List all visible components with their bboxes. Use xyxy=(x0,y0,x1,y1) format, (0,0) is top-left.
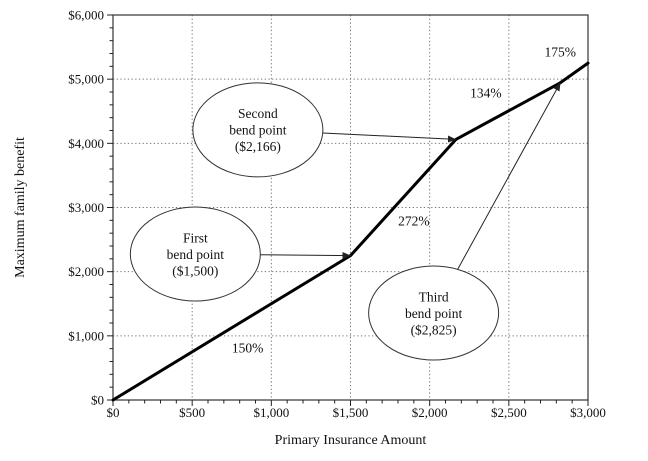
x-tick-label: $1,000 xyxy=(253,405,289,420)
x-tick-label: $3,000 xyxy=(570,405,606,420)
callout-text-line: First xyxy=(183,230,208,245)
callout-ellipse xyxy=(129,206,261,302)
x-tick-label: $1,500 xyxy=(333,405,369,420)
y-tick-label: $1,000 xyxy=(68,328,104,343)
segment-percent-label: 134% xyxy=(470,85,502,100)
x-tick-label: $0 xyxy=(107,405,120,420)
axis-ticks xyxy=(107,14,589,406)
y-tick-label: $4,000 xyxy=(68,136,104,151)
y-tick-label: $3,000 xyxy=(68,200,104,215)
callout-ellipse xyxy=(192,82,324,178)
callout-arrow xyxy=(260,252,351,260)
callout-text-line: bend point xyxy=(167,247,225,262)
y-tick-label: $5,000 xyxy=(68,72,104,87)
segment-percent-label: 175% xyxy=(545,44,577,59)
y-tick-label: $2,000 xyxy=(68,264,104,279)
callout-text-line: ($1,500) xyxy=(172,263,218,278)
x-tick-label: $2,500 xyxy=(491,405,527,420)
segment-percent-label: 272% xyxy=(398,213,430,228)
callout-first-bend-point: First bend point ($1,500) xyxy=(129,206,351,302)
callout-text-line: Third xyxy=(419,289,449,304)
y-axis-title: Maximum family benefit xyxy=(13,137,28,278)
x-tick-label: $2,000 xyxy=(412,405,448,420)
callout-arrow xyxy=(457,82,561,270)
y-tick-label: $0 xyxy=(91,393,104,408)
callout-text: First bend point ($1,500) xyxy=(167,230,225,278)
callout-arrow xyxy=(322,132,457,143)
callout-text: Third bend point ($2,825) xyxy=(405,289,463,337)
callout-third-bend-point: Third bend point ($2,825) xyxy=(368,82,561,361)
x-tick-label: $500 xyxy=(179,405,205,420)
x-axis-title: Primary Insurance Amount xyxy=(275,433,427,448)
callout-second-bend-point: Second bend point ($2,166) xyxy=(192,82,457,178)
callout-text-line: ($2,166) xyxy=(235,139,281,154)
callout-text-line: bend point xyxy=(229,123,287,138)
callout-ellipse xyxy=(368,265,500,361)
callout-text-line: ($2,825) xyxy=(411,322,457,337)
callout-text-line: Second xyxy=(238,106,278,121)
y-tick-label: $6,000 xyxy=(68,8,104,23)
callout-text: Second bend point ($2,166) xyxy=(229,106,287,154)
segment-percent-label: 150% xyxy=(232,341,264,356)
callout-text-line: bend point xyxy=(405,306,463,321)
